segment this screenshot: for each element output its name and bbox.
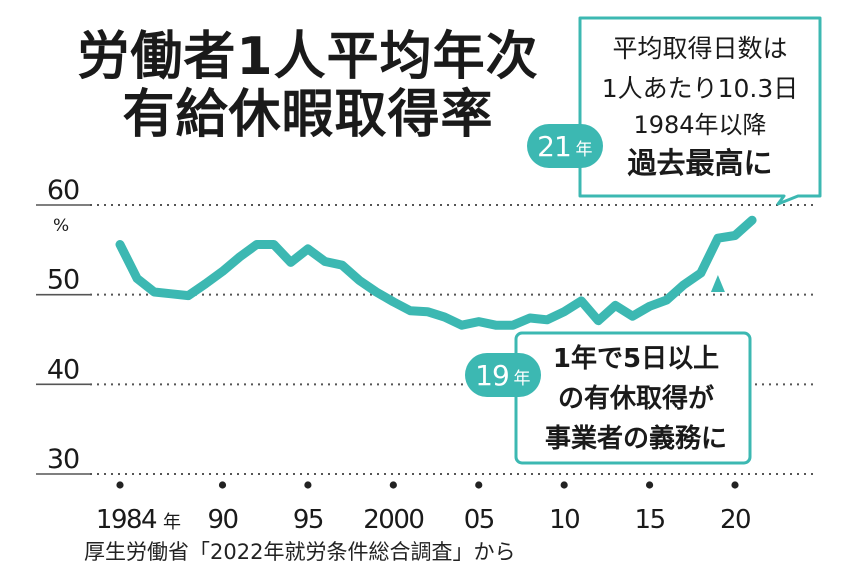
data-line: [115, 215, 757, 330]
x-tick-label: 1984: [96, 505, 157, 535]
chart-title-line2: 有給休暇取得率: [122, 85, 494, 145]
source-note: 厚生労働省「2022年就労条件総合調査」から: [84, 540, 516, 564]
x-tick-label: 20: [720, 505, 750, 535]
x-tick-dot: [475, 481, 483, 489]
y-tick-label: 40: [47, 354, 79, 385]
x-tick-label: 2000: [363, 505, 423, 535]
year-tag-2021-number: 21: [537, 130, 571, 163]
year-tag-2021-unit: 年: [576, 140, 593, 160]
annotation-text-2021: 1人あたり10.3日: [602, 74, 799, 103]
annotation-text-2021: 1984年以降: [633, 111, 766, 139]
annotation-text-2019: 1年で5日以上: [553, 343, 719, 374]
annotation-box-2019: [514, 331, 752, 465]
x-tick-dot: [389, 481, 397, 489]
annotation-text-2021: 過去最高に: [627, 146, 772, 180]
x-tick-dot: [731, 481, 739, 489]
x-tick-dot: [560, 481, 568, 489]
x-tick-dot: [116, 481, 124, 489]
year-tag-2019-number: 19: [475, 359, 509, 392]
annotation-box-2021: [578, 16, 822, 206]
x-tick-label: 90: [207, 505, 237, 535]
year-tag-2019: [465, 353, 541, 397]
x-tick-unit: 年: [163, 512, 181, 533]
annotation-text-2021: 平均取得日数は: [612, 34, 787, 63]
pointer-2019: [710, 275, 725, 292]
y-tick-label: 60: [47, 175, 79, 206]
year-tag-2021: [527, 124, 603, 168]
year-tag-2019-unit: 年: [514, 369, 531, 389]
x-tick-label: 15: [635, 505, 665, 535]
x-tick-label: 10: [549, 505, 579, 535]
x-tick-label: 95: [293, 505, 323, 535]
chart-title-line1: 労働者1人平均年次: [77, 27, 539, 87]
y-tick-label: 50: [47, 265, 79, 296]
x-tick-dot: [645, 481, 654, 489]
y-axis-unit: %: [53, 216, 69, 236]
x-tick-dot: [218, 481, 227, 489]
x-tick-dot: [304, 481, 312, 489]
annotation-text-2019: の有休取得が: [558, 383, 714, 414]
annotation-text-2019: 事業者の義務に: [545, 424, 727, 454]
x-tick-label: 05: [464, 505, 494, 535]
y-tick-label: 30: [47, 444, 79, 475]
